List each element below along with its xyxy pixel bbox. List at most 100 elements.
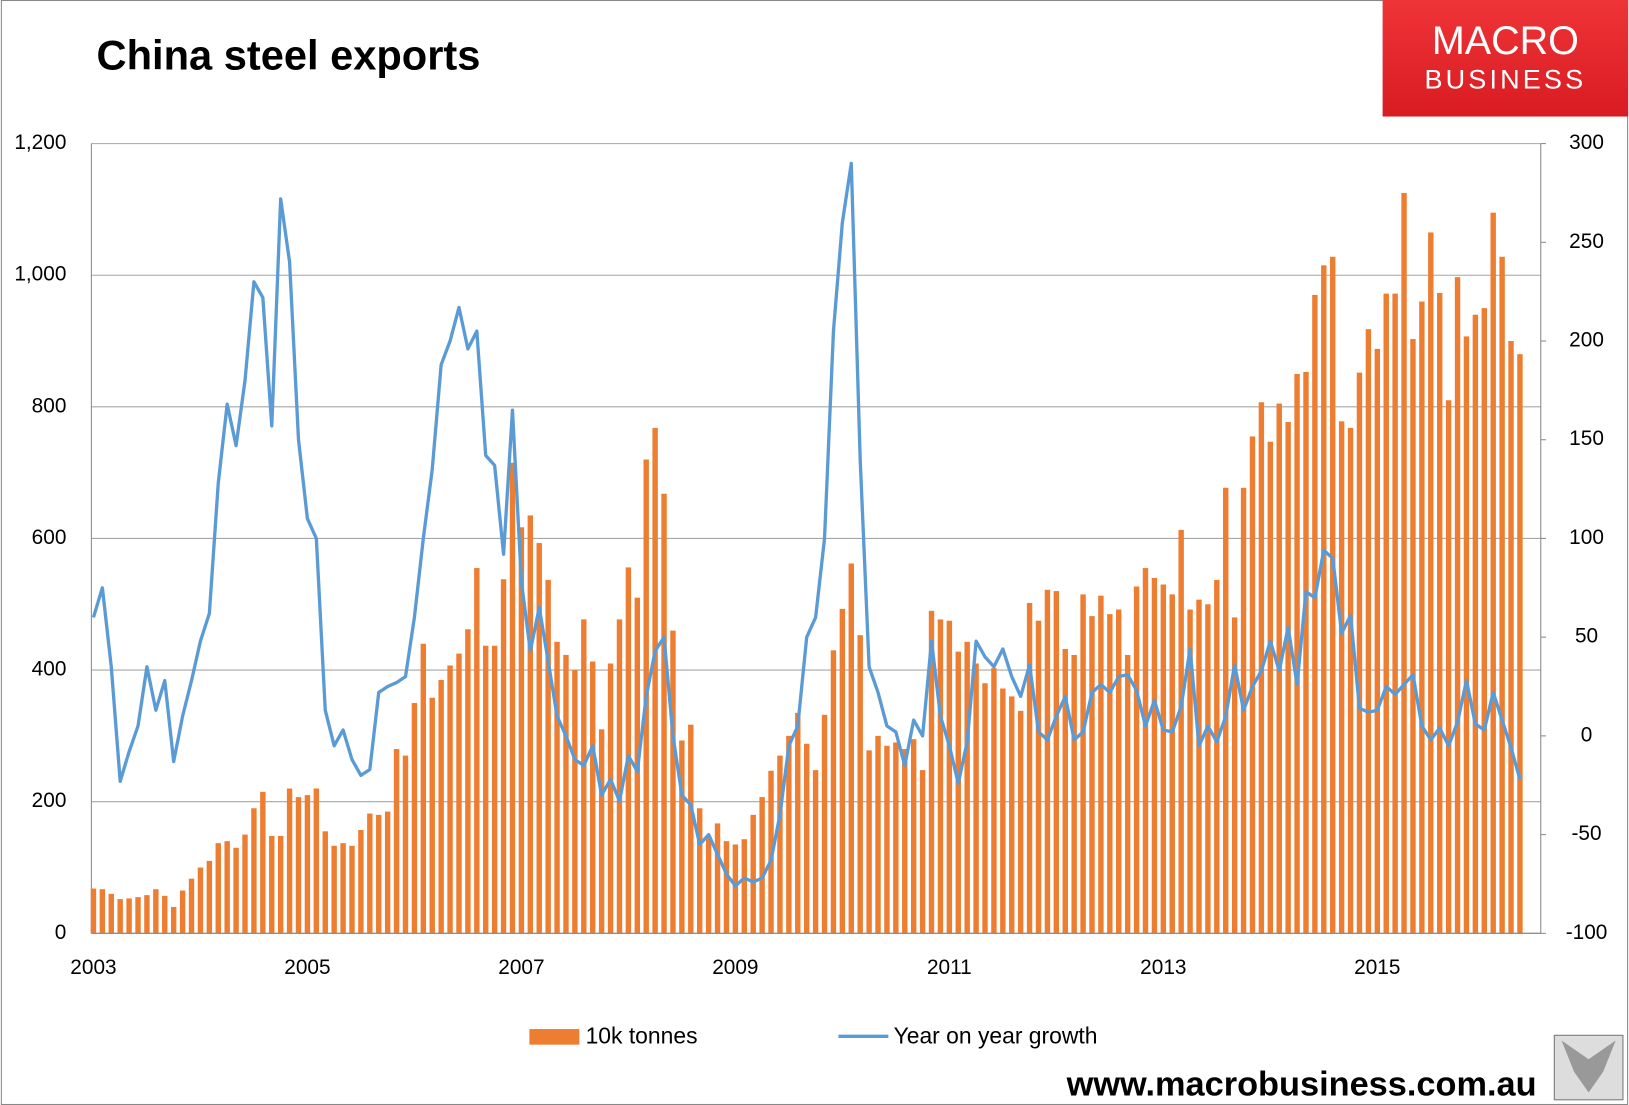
bar [188, 878, 195, 934]
mascot-shape [1561, 1040, 1616, 1093]
bar [1419, 301, 1425, 934]
bar [839, 608, 846, 934]
bar [447, 665, 453, 934]
bar [179, 890, 186, 934]
bar [170, 906, 177, 934]
bar [304, 795, 311, 934]
bar [652, 427, 658, 934]
bar [251, 808, 257, 934]
bar [928, 610, 935, 934]
bar [866, 750, 872, 934]
bar [536, 543, 542, 934]
bar [598, 729, 605, 934]
y-tick-label: 1,200 [14, 131, 66, 154]
bar [349, 845, 355, 934]
bar [1000, 688, 1006, 934]
y-tick-label: 400 [32, 658, 67, 681]
bar [1196, 599, 1202, 934]
bar [661, 493, 667, 934]
bar [893, 742, 899, 934]
y2-tick-label: 100 [1569, 526, 1604, 549]
bar [90, 888, 97, 934]
bar [545, 579, 551, 934]
bar [1017, 710, 1024, 934]
bar [215, 843, 221, 934]
y-tick-label: 1,000 [14, 263, 66, 286]
bar [491, 645, 498, 934]
bar [1062, 649, 1068, 934]
bar [1454, 277, 1461, 934]
bar [1098, 595, 1104, 934]
bar [973, 663, 979, 934]
logo-text: BUSINESS [1425, 64, 1587, 94]
bar [295, 797, 302, 934]
bar [1133, 586, 1140, 934]
bar [242, 834, 248, 934]
chart-title: China steel exports [97, 31, 481, 78]
bar [982, 683, 988, 934]
bar [830, 650, 837, 934]
bar [527, 515, 534, 934]
bar [367, 813, 373, 934]
bar [964, 641, 970, 934]
bar [1312, 294, 1318, 934]
bar [1401, 192, 1407, 934]
bar [1490, 212, 1496, 934]
bar [616, 619, 623, 934]
bar [572, 670, 578, 934]
legend-swatch [529, 1029, 580, 1045]
bar [518, 527, 525, 934]
line [91, 161, 1522, 888]
bar [991, 668, 997, 934]
y2-tick-label: -50 [1572, 822, 1602, 845]
bar [777, 755, 783, 934]
bar [1267, 441, 1274, 934]
bar [955, 651, 961, 934]
x-tick-label: 2015 [1354, 956, 1400, 979]
bar [688, 724, 694, 934]
bar [1437, 292, 1443, 934]
bar [384, 811, 391, 934]
bar [1205, 604, 1211, 934]
bar [509, 462, 516, 934]
bar [884, 745, 890, 934]
bar [206, 860, 213, 934]
bar [1214, 579, 1220, 934]
bar [1160, 584, 1167, 934]
bar [153, 889, 159, 934]
bar [1169, 594, 1175, 934]
bar [946, 620, 953, 934]
bar [732, 844, 739, 934]
bar [331, 845, 337, 934]
bar [144, 895, 150, 934]
x-tick-label: 2005 [284, 956, 330, 979]
y-tick-label: 800 [32, 394, 67, 417]
bar [1481, 308, 1487, 934]
bar [456, 653, 462, 934]
bar [1463, 336, 1470, 934]
legend-label: 10k tonnes [586, 1022, 698, 1048]
bar [465, 629, 471, 934]
bar [277, 835, 284, 934]
bar [1071, 654, 1077, 934]
bar [393, 749, 400, 934]
y-tick-label: 600 [32, 526, 67, 549]
bar [1392, 293, 1398, 934]
x-tick-label: 2003 [70, 956, 116, 979]
bar [1044, 589, 1051, 934]
y2-tick-label: 250 [1569, 230, 1604, 253]
bar [99, 889, 106, 934]
bar [358, 829, 364, 934]
bar [286, 788, 293, 934]
bar [714, 823, 721, 934]
bar [1330, 256, 1336, 934]
bar [563, 654, 569, 934]
bar [376, 814, 382, 934]
bar [750, 814, 756, 934]
bar [1187, 609, 1193, 934]
bar [474, 568, 480, 934]
bar [420, 643, 427, 934]
bar [1009, 696, 1015, 934]
bar [1089, 616, 1095, 934]
y2-tick-label: 0 [1581, 723, 1593, 746]
